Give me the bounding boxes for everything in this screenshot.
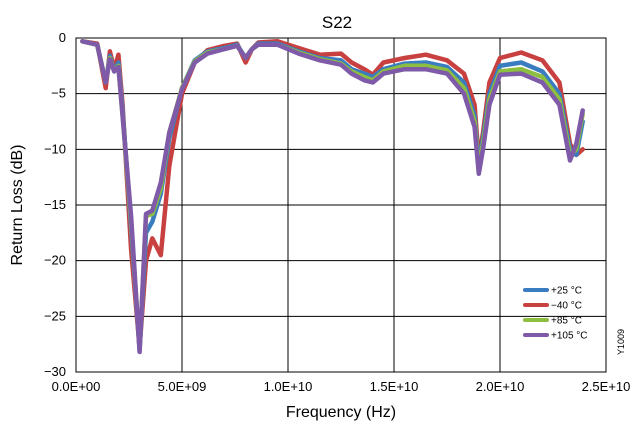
legend-label: +25 °C xyxy=(551,286,582,297)
x-tick-label: 5.0E+09 xyxy=(158,379,207,394)
legend-label: +105 °C xyxy=(551,331,588,342)
y-tick-label: −20 xyxy=(44,253,66,268)
y-tick-labels: 0 −5 −10 −15 −20 −25 −30 xyxy=(44,30,66,379)
y-tick-label: −15 xyxy=(44,197,66,212)
series-line-3 xyxy=(80,39,585,355)
legend-label: −40 °C xyxy=(551,301,582,312)
x-axis-label: Frequency (Hz) xyxy=(286,404,396,421)
y-axis-label: Return Loss (dB) xyxy=(9,145,26,266)
plot-frame xyxy=(75,37,607,373)
y-tick-label: −30 xyxy=(44,364,66,379)
data-series xyxy=(80,39,585,355)
x-tick-label: 1.5E+10 xyxy=(370,379,419,394)
y-tick-label: −25 xyxy=(44,308,66,323)
x-tick-label: 0.0E+00 xyxy=(52,379,101,394)
x-tick-label: 2.0E+10 xyxy=(476,379,525,394)
x-tick-label: 1.0E+10 xyxy=(264,379,313,394)
y-tick-label: −5 xyxy=(51,86,66,101)
x-tick-label: 2.5E+10 xyxy=(582,379,631,394)
y-tick-label: 0 xyxy=(59,30,66,45)
x-tick-labels: 0.0E+00 5.0E+09 1.0E+10 1.5E+10 2.0E+10 2.5E+… xyxy=(52,379,631,394)
legend: +25 °C −40 °C +85 °C +105 °C xyxy=(523,286,588,342)
chart-title: S22 xyxy=(322,13,352,32)
y-tick-label: −10 xyxy=(44,141,66,156)
figure-code: Y1009 xyxy=(616,329,626,355)
legend-label: +85 °C xyxy=(551,316,582,327)
